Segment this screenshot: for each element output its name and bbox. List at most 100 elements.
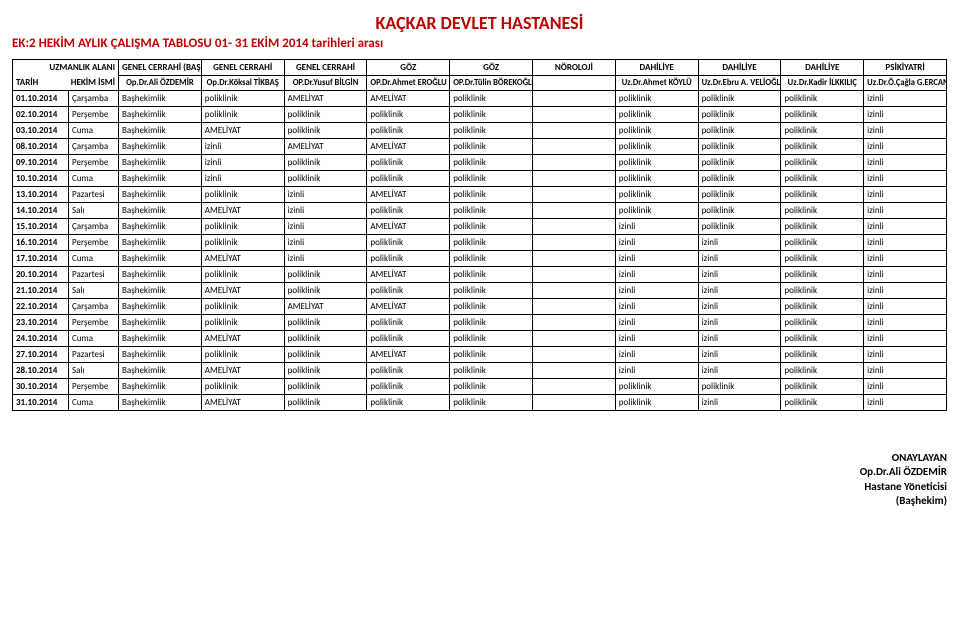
table-row: 28.10.2014SalıBaşhekimlikAMELİYATpolikli…: [13, 363, 947, 379]
schedule-cell: izinli: [615, 299, 698, 315]
schedule-cell: poliklinik: [367, 315, 450, 331]
date-cell: 21.10.2014: [13, 283, 69, 299]
schedule-cell: AMELİYAT: [201, 363, 284, 379]
schedule-cell: poliklinik: [698, 107, 781, 123]
schedule-cell: Başhekimlik: [119, 331, 202, 347]
footer-line3: Hastane Yöneticisi: [12, 480, 947, 494]
schedule-cell: izinli: [864, 155, 947, 171]
schedule-cell: poliklinik: [698, 171, 781, 187]
schedule-cell: poliklinik: [615, 107, 698, 123]
schedule-cell: poliklinik: [367, 235, 450, 251]
schedule-cell: poliklinik: [615, 139, 698, 155]
schedule-cell: poliklinik: [367, 283, 450, 299]
corner-uzmanlik: UZMANLIK ALANI: [49, 62, 115, 73]
date-cell: 22.10.2014: [13, 299, 69, 315]
schedule-cell: poliklinik: [450, 107, 533, 123]
schedule-cell: izinli: [864, 235, 947, 251]
schedule-cell: poliklinik: [698, 219, 781, 235]
schedule-cell: poliklinik: [450, 203, 533, 219]
schedule-cell: [532, 107, 615, 123]
schedule-cell: izinli: [615, 251, 698, 267]
schedule-cell: poliklinik: [698, 203, 781, 219]
schedule-cell: AMELİYAT: [201, 251, 284, 267]
schedule-cell: AMELİYAT: [367, 219, 450, 235]
schedule-cell: poliklinik: [450, 171, 533, 187]
schedule-cell: izinli: [864, 91, 947, 107]
schedule-cell: izinli: [615, 315, 698, 331]
doc-col-4: OP.Dr.Tülin BÖREKOĞLU: [450, 76, 533, 91]
schedule-cell: poliklinik: [450, 251, 533, 267]
schedule-cell: Başhekimlik: [119, 299, 202, 315]
table-row: 13.10.2014PazartesiBaşhekimlikpoliklinik…: [13, 187, 947, 203]
schedule-cell: poliklinik: [615, 91, 698, 107]
schedule-cell: izinli: [864, 363, 947, 379]
spec-col-2: GENEL CERRAHİ: [284, 60, 367, 76]
schedule-cell: poliklinik: [698, 155, 781, 171]
doc-col-0: Op.Dr.Ali ÖZDEMİR: [119, 76, 202, 91]
spec-col-6: DAHİLİYE: [615, 60, 698, 76]
schedule-cell: poliklinik: [367, 171, 450, 187]
doc-col-3: OP.Dr.Ahmet EROĞLU: [367, 76, 450, 91]
schedule-cell: izinli: [698, 267, 781, 283]
table-row: 24.10.2014CumaBaşhekimlikAMELİYATpolikli…: [13, 331, 947, 347]
schedule-cell: Başhekimlik: [119, 155, 202, 171]
schedule-cell: izinli: [864, 107, 947, 123]
date-cell: 03.10.2014: [13, 123, 69, 139]
schedule-cell: izinli: [698, 299, 781, 315]
schedule-cell: poliklinik: [781, 235, 864, 251]
doc-col-1: Op.Dr.Köksal TİKBAŞ: [201, 76, 284, 91]
date-cell: 09.10.2014: [13, 155, 69, 171]
schedule-cell: izinli: [615, 331, 698, 347]
schedule-cell: izinli: [864, 219, 947, 235]
footer-line2: Op.Dr.Ali ÖZDEMİR: [12, 465, 947, 479]
schedule-cell: Başhekimlik: [119, 235, 202, 251]
date-cell: 13.10.2014: [13, 187, 69, 203]
schedule-cell: Başhekimlik: [119, 267, 202, 283]
day-cell: Pazartesi: [69, 267, 119, 283]
schedule-cell: izinli: [864, 395, 947, 411]
schedule-cell: Başhekimlik: [119, 283, 202, 299]
schedule-cell: poliklinik: [367, 251, 450, 267]
schedule-cell: Başhekimlik: [119, 171, 202, 187]
schedule-cell: AMELİYAT: [201, 395, 284, 411]
spec-col-5: NÖROLOJİ: [532, 60, 615, 76]
schedule-cell: izinli: [698, 331, 781, 347]
date-cell: 02.10.2014: [13, 107, 69, 123]
schedule-cell: AMELİYAT: [201, 331, 284, 347]
date-cell: 01.10.2014: [13, 91, 69, 107]
spec-col-4: GÖZ: [450, 60, 533, 76]
schedule-cell: poliklinik: [781, 91, 864, 107]
schedule-cell: poliklinik: [781, 155, 864, 171]
schedule-cell: izinli: [615, 219, 698, 235]
schedule-cell: Başhekimlik: [119, 123, 202, 139]
schedule-cell: poliklinik: [284, 171, 367, 187]
schedule-cell: poliklinik: [450, 283, 533, 299]
table-row: 30.10.2014PerşembeBaşhekimlikpoliklinikp…: [13, 379, 947, 395]
date-cell: 08.10.2014: [13, 139, 69, 155]
date-cell: 17.10.2014: [13, 251, 69, 267]
schedule-cell: izinli: [698, 251, 781, 267]
schedule-cell: poliklinik: [615, 171, 698, 187]
schedule-cell: izinli: [615, 283, 698, 299]
schedule-cell: poliklinik: [450, 123, 533, 139]
schedule-cell: izinli: [284, 251, 367, 267]
spec-col-1: GENEL CERRAHİ: [201, 60, 284, 76]
spec-col-9: PSİKİYATRİ: [864, 60, 947, 76]
schedule-cell: [532, 171, 615, 187]
schedule-cell: izinli: [864, 171, 947, 187]
day-cell: Pazartesi: [69, 347, 119, 363]
schedule-cell: Başhekimlik: [119, 379, 202, 395]
schedule-cell: izinli: [864, 347, 947, 363]
schedule-cell: izinli: [864, 123, 947, 139]
schedule-cell: izinli: [864, 267, 947, 283]
table-row: 08.10.2014ÇarşambaBaşhekimlikizinliAMELİ…: [13, 139, 947, 155]
day-cell: Perşembe: [69, 235, 119, 251]
doc-col-5: [532, 76, 615, 91]
schedule-cell: poliklinik: [201, 379, 284, 395]
schedule-cell: izinli: [864, 139, 947, 155]
schedule-cell: poliklinik: [698, 123, 781, 139]
table-row: 31.10.2014CumaBaşhekimlikAMELİYATpolikli…: [13, 395, 947, 411]
schedule-cell: [532, 299, 615, 315]
schedule-cell: izinli: [864, 203, 947, 219]
schedule-cell: poliklinik: [450, 267, 533, 283]
